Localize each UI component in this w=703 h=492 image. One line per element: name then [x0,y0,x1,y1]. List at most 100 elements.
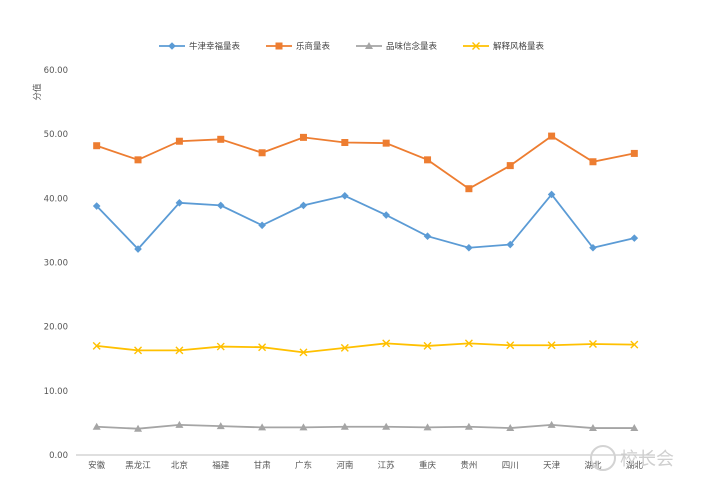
data-point [216,342,225,351]
x-tick-label: 广东 [295,460,312,471]
data-point [589,243,597,252]
watermark: 校长会 [590,445,674,471]
legend-label: 品味信念量表 [386,42,438,52]
data-point [630,234,639,242]
series-line [96,135,635,190]
data-point [382,139,390,147]
data-point [547,341,556,350]
series-line [96,423,635,430]
legend-swatch [463,42,490,50]
data-point [423,232,432,240]
x-axis-ticks: 安徽 黑龙江 北京 福建 甘肃 广东 河南 江苏 重庆 贵州 四川 天津 湖北 湖北 [88,460,643,471]
data-point [168,42,176,50]
data-point [464,422,473,430]
data-point [175,420,184,428]
data-point [93,142,101,150]
legend-swatch [158,42,185,50]
y-axis-ticks: 0.00 10.00 20.00 30.00 40.00 50.00 60.00 [44,66,68,461]
data-point [340,343,349,352]
data-point [588,424,597,432]
data-point [341,191,349,200]
series-group [92,420,639,432]
x-tick-label: 湖北 [626,461,644,471]
data-point [175,346,184,355]
data-point [299,423,308,431]
x-tick-label: 四川 [502,461,519,471]
data-point [92,202,101,210]
chart-legend: 牛津幸福量表 乐商量表 品味信念量表 解释风格量表 [0,40,703,52]
y-tick-label: 10.00 [44,387,68,397]
data-point [216,201,225,210]
data-point [216,422,225,430]
legend-item: 品味信念量表 [356,40,437,52]
wechat-icon [590,445,616,471]
data-point [589,158,597,166]
y-tick-label: 30.00 [44,259,68,269]
data-point [134,424,143,432]
data-point [588,339,597,348]
data-point [382,422,391,430]
data-point [382,211,390,219]
data-point [547,420,556,428]
series-group [93,132,638,193]
data-point [506,240,515,249]
data-point [258,221,266,230]
y-tick-label: 0.00 [49,451,68,461]
data-point [506,341,515,350]
data-point [506,424,515,432]
data-point [134,346,143,355]
data-point [465,243,473,252]
watermark-text: 校长会 [620,449,674,470]
x-tick-label: 贵州 [460,460,477,471]
series-line [96,193,635,251]
legend-item: 牛津幸福量表 [158,40,240,52]
legend-label: 乐商量表 [295,42,330,52]
data-point [630,340,639,349]
series-group [92,190,639,253]
data-point [465,185,473,193]
x-tick-label: 北京 [171,460,188,471]
x-tick-label: 河南 [336,460,353,471]
legend-item: 乐商量表 [265,40,330,52]
data-point [382,339,391,348]
y-axis-title: 分值 [32,83,43,101]
y-tick-label: 20.00 [44,323,68,333]
data-point [134,156,142,164]
x-tick-label: 天津 [543,460,561,471]
x-tick-label: 安徽 [88,460,106,471]
data-point [258,149,266,157]
data-point [423,423,432,431]
data-point [92,422,101,430]
chart-series [92,132,639,432]
legend-swatch [356,42,382,49]
data-point [258,343,267,352]
legend-label: 牛津幸福量表 [188,42,240,52]
data-point [299,133,307,141]
data-point [175,199,184,207]
data-point [630,149,638,157]
data-point [134,245,142,253]
series-group [92,339,639,357]
data-point [217,135,225,143]
data-point [630,424,639,432]
data-point [340,422,349,430]
x-tick-label: 江苏 [378,460,396,471]
legend-label: 解释风格量表 [493,42,545,52]
x-tick-label: 甘肃 [254,460,272,471]
legend-swatch [265,42,292,50]
data-point [341,139,349,147]
data-point [365,42,373,49]
data-point [472,42,481,50]
data-point [506,162,514,170]
data-point [299,348,308,357]
data-point [423,341,432,350]
data-point [258,423,267,431]
legend-item: 解释风格量表 [463,40,544,52]
data-point [464,339,473,348]
data-point [175,137,183,145]
data-point [424,156,432,164]
y-tick-label: 40.00 [44,194,68,204]
data-point [275,42,283,50]
data-point [92,341,101,350]
